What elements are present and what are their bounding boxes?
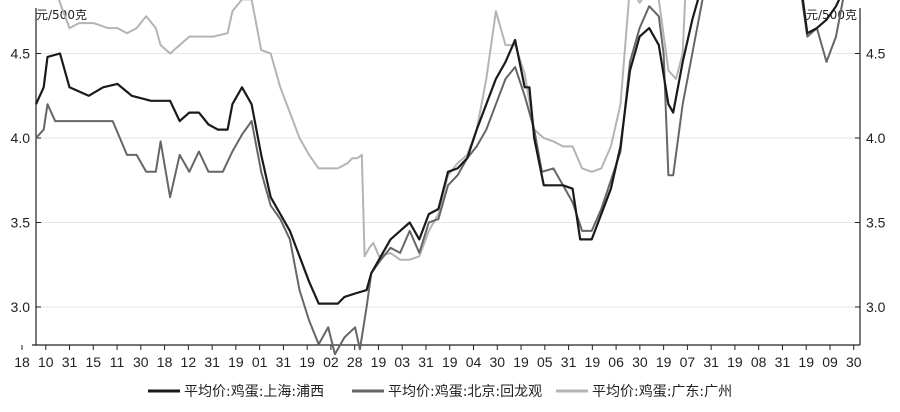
x-tick-label: 07 bbox=[680, 354, 696, 370]
x-tick-label: 19 bbox=[798, 354, 814, 370]
x-tick-label: 19 bbox=[656, 354, 672, 370]
y-tick-label-left: 3.5 bbox=[11, 215, 31, 231]
x-tick-label: 30 bbox=[632, 354, 648, 370]
x-tick-label: 19 bbox=[228, 354, 244, 370]
x-tick-label: 19 bbox=[513, 354, 529, 370]
x-tick-label: 09 bbox=[822, 354, 838, 370]
x-tick-label: 18 bbox=[14, 354, 30, 370]
x-axis: 18 10 31 15 11 30 18 12 31 19 01 31 19 02 28 19 03 31 19 04… bbox=[14, 345, 862, 370]
x-tick-label: 31 bbox=[418, 354, 434, 370]
x-tick-label: 05 bbox=[537, 354, 553, 370]
x-tick-label: 01 bbox=[252, 354, 268, 370]
series-lines bbox=[34, 0, 844, 356]
y-tick-label-right: 3.5 bbox=[866, 215, 886, 231]
series-line-shanghai bbox=[34, 0, 841, 305]
x-tick-label: 31 bbox=[703, 354, 719, 370]
x-tick-label: 31 bbox=[276, 354, 292, 370]
x-tick-label: 11 bbox=[110, 354, 125, 370]
x-tick-label: 30 bbox=[133, 354, 149, 370]
x-tick-label: 02 bbox=[323, 354, 339, 370]
x-tick-label: 31 bbox=[204, 354, 220, 370]
x-tick-label: 19 bbox=[727, 354, 743, 370]
x-tick-label: 03 bbox=[394, 354, 410, 370]
y-tick-label-left: 4.5 bbox=[11, 46, 31, 62]
y-tick-label-right: 4.0 bbox=[866, 130, 886, 146]
y-axis-right: 3.03.54.04.55.05.56.0 bbox=[855, 46, 886, 315]
y-tick-label-left: 3.0 bbox=[11, 299, 31, 315]
x-tick-label: 12 bbox=[181, 354, 197, 370]
x-tick-label: 18 bbox=[157, 354, 173, 370]
legend-label-guangzhou: 平均价:鸡蛋:广东:广州 bbox=[592, 383, 732, 400]
axes bbox=[32, 8, 861, 346]
x-tick-label: 04 bbox=[466, 354, 482, 370]
x-tick-label: 06 bbox=[608, 354, 624, 370]
x-tick-label: 31 bbox=[775, 354, 791, 370]
x-tick-label: 19 bbox=[371, 354, 387, 370]
series-line-guangzhou bbox=[58, 0, 687, 261]
y-tick-label-right: 3.0 bbox=[866, 299, 886, 315]
gridlines bbox=[36, 53, 860, 308]
y-tick-label-left: 4.0 bbox=[11, 130, 31, 146]
x-tick-label: 31 bbox=[62, 354, 78, 370]
y-axis-unit-left: 元/500克 bbox=[36, 8, 87, 22]
x-tick-label: 15 bbox=[86, 354, 102, 370]
y-axis-unit-right: 元/500克 bbox=[806, 8, 857, 22]
legend-label-shanghai: 平均价:鸡蛋:上海:浦西 bbox=[184, 383, 324, 400]
x-tick-label: 28 bbox=[347, 354, 363, 370]
legend: 平均价:鸡蛋:上海:浦西 平均价:鸡蛋:北京:回龙观 平均价:鸡蛋:广东:广州 bbox=[148, 383, 732, 400]
x-tick-label: 08 bbox=[751, 354, 767, 370]
y-tick-label-right: 4.5 bbox=[866, 46, 886, 62]
x-tick-label: 30 bbox=[846, 354, 862, 370]
x-tick-label: 19 bbox=[299, 354, 315, 370]
legend-label-beijing: 平均价:鸡蛋:北京:回龙观 bbox=[388, 383, 542, 400]
x-tick-label: 30 bbox=[489, 354, 505, 370]
x-tick-label: 19 bbox=[585, 354, 601, 370]
x-tick-label: 19 bbox=[442, 354, 458, 370]
x-tick-label: 31 bbox=[561, 354, 577, 370]
x-tick-label: 10 bbox=[38, 354, 54, 370]
